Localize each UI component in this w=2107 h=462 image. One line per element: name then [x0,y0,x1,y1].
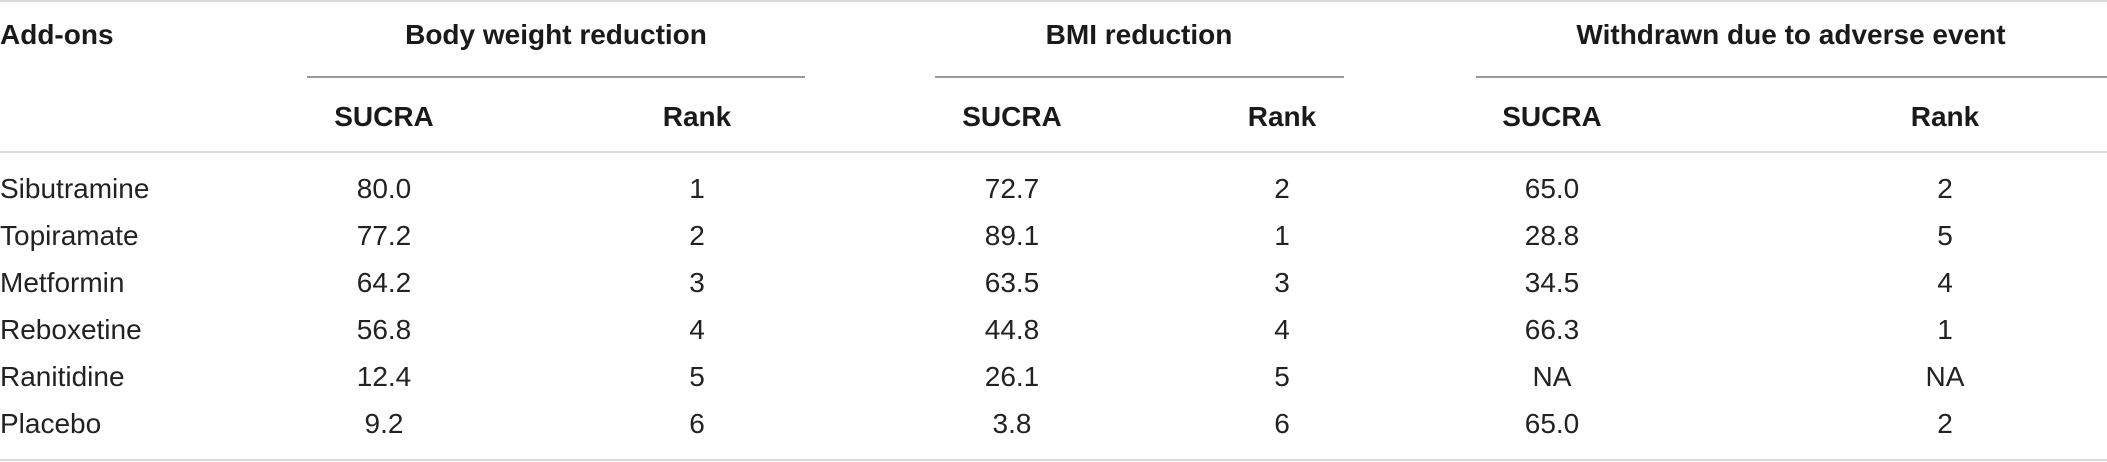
cell-bmi-rank: 2 [1274,173,1290,204]
cell-body-weight-sucra: 56.8 [356,314,412,345]
table-row: Reboxetine 56.8 4 44.8 4 66.3 1 [0,307,2107,354]
subheader-rank-body-weight: Rank [662,101,732,132]
cell-withdrawn-rank: 5 [1937,220,1953,251]
row-name: Sibutramine [0,173,150,204]
header-addons: Add-ons [0,19,114,50]
header-bottom-border [0,151,2107,153]
cell-body-weight-sucra: 12.4 [356,361,412,392]
group-underline-withdrawn [1476,76,2107,78]
group-underline-bmi [935,76,1344,78]
subheader-sucra-body-weight: SUCRA [334,101,434,132]
row-name: Placebo [0,408,102,439]
table-row: Metformin 64.2 3 63.5 3 34.5 4 [0,260,2107,307]
table-bottom-border [0,459,2107,461]
subheader-sucra-bmi: SUCRA [962,101,1062,132]
cell-bmi-rank: 4 [1274,314,1290,345]
cell-withdrawn-rank: 1 [1937,314,1953,345]
cell-body-weight-rank: 4 [689,314,705,345]
subheader-rank-bmi: Rank [1247,101,1317,132]
cell-withdrawn-sucra: 66.3 [1524,314,1580,345]
cell-withdrawn-rank: NA [1925,361,1965,392]
cell-bmi-sucra: 63.5 [984,267,1040,298]
cell-withdrawn-rank: 2 [1937,173,1953,204]
table-row: Placebo 9.2 6 3.8 6 65.0 2 [0,401,2107,448]
cell-bmi-rank: 1 [1274,220,1290,251]
cell-bmi-rank: 6 [1274,408,1290,439]
table-row: Ranitidine 12.4 5 26.1 5 NA NA [0,354,2107,401]
cell-bmi-rank: 3 [1274,267,1290,298]
cell-body-weight-rank: 1 [689,173,705,204]
cell-bmi-sucra: 26.1 [984,361,1040,392]
row-name: Metformin [0,267,125,298]
cell-bmi-rank: 5 [1274,361,1290,392]
cell-body-weight-sucra: 9.2 [364,408,404,439]
cell-withdrawn-sucra: 65.0 [1524,173,1580,204]
row-name: Reboxetine [0,314,142,345]
cell-body-weight-sucra: 77.2 [356,220,412,251]
table-row: Sibutramine 80.0 1 72.7 2 65.0 2 [0,166,2107,213]
cell-withdrawn-sucra: NA [1532,361,1572,392]
header-group-bmi: BMI reduction [1045,19,1233,50]
cell-body-weight-rank: 2 [689,220,705,251]
cell-withdrawn-rank: 2 [1937,408,1953,439]
table-top-border [0,0,2107,2]
table-row: Topiramate 77.2 2 89.1 1 28.8 5 [0,213,2107,260]
header-group-withdrawn: Withdrawn due to adverse event [1576,19,2006,50]
cell-body-weight-rank: 3 [689,267,705,298]
header-group-body-weight: Body weight reduction [405,19,707,50]
cell-bmi-sucra: 44.8 [984,314,1040,345]
cell-body-weight-rank: 6 [689,408,705,439]
cell-body-weight-sucra: 64.2 [356,267,412,298]
cell-withdrawn-sucra: 34.5 [1524,267,1580,298]
subheader-sucra-withdrawn: SUCRA [1502,101,1602,132]
cell-withdrawn-sucra: 28.8 [1524,220,1580,251]
subheader-rank-withdrawn: Rank [1910,101,1980,132]
cell-bmi-sucra: 72.7 [984,173,1040,204]
cell-body-weight-sucra: 80.0 [356,173,412,204]
row-name: Topiramate [0,220,139,251]
row-name: Ranitidine [0,361,125,392]
cell-bmi-sucra: 3.8 [992,408,1032,439]
cell-body-weight-rank: 5 [689,361,705,392]
cell-withdrawn-rank: 4 [1937,267,1953,298]
cell-withdrawn-sucra: 65.0 [1524,408,1580,439]
cell-bmi-sucra: 89.1 [984,220,1040,251]
group-underline-body-weight [307,76,805,78]
